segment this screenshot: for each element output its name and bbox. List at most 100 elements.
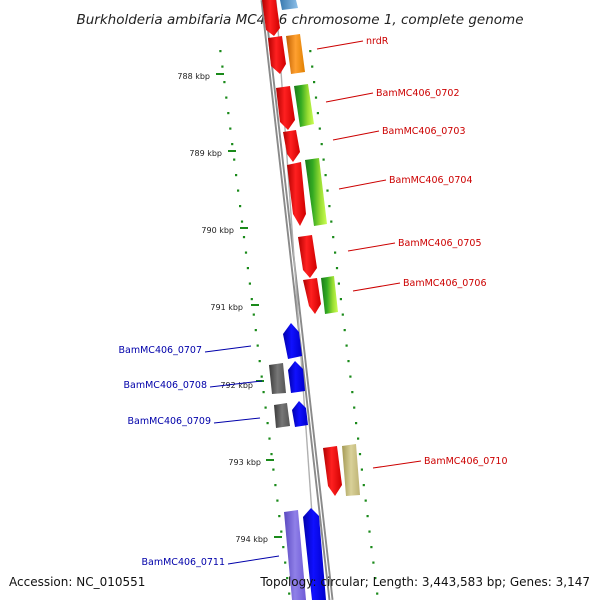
gene-0709-grey[interactable]: [274, 403, 290, 428]
gene-0706-red[interactable]: [303, 278, 321, 314]
ruler-dot: [341, 313, 344, 316]
ruler-dot: [324, 174, 327, 177]
ruler-label-794: 794 kbp: [235, 535, 268, 544]
label-0702[interactable]: BamMC406_0702: [376, 88, 459, 99]
ruler-dot: [244, 251, 248, 254]
ruler-dot: [339, 298, 342, 301]
label-0705[interactable]: BamMC406_0705: [398, 238, 481, 249]
label-0706[interactable]: BamMC406_0706: [403, 278, 486, 289]
ruler-dot: [374, 577, 377, 580]
ruler-dot: [235, 174, 238, 177]
ruler-dot: [335, 267, 339, 270]
gene-partial-top-red[interactable]: [262, 0, 280, 36]
ruler-dot: [370, 546, 373, 549]
ruler-dot: [229, 127, 232, 130]
ruler-label-790: 790 kbp: [201, 226, 234, 235]
ruler-dot: [364, 499, 367, 502]
ruler-dot: [237, 189, 240, 192]
ruler-dot: [353, 406, 356, 409]
label-0707[interactable]: BamMC406_0707: [119, 345, 202, 356]
gene-0711-purple[interactable]: [284, 510, 306, 600]
ruler-dot: [240, 220, 244, 223]
ruler-dot: [320, 143, 323, 146]
label-0709[interactable]: BamMC406_0709: [128, 416, 211, 427]
gene-0709[interactable]: [292, 401, 308, 427]
ruler-dot: [219, 50, 222, 53]
ruler-dot: [314, 96, 318, 99]
ruler-dot: [233, 158, 236, 161]
ruler-right-curve: [309, 50, 379, 595]
ruler-left-curve: [219, 50, 291, 595]
ruler-dot: [274, 484, 277, 487]
ruler-dot: [264, 406, 267, 409]
ruler-dot: [266, 422, 269, 425]
map-title: Burkholderia ambifaria MC40-6 chromosome…: [76, 12, 523, 28]
label-0704[interactable]: BamMC406_0704: [389, 175, 472, 186]
label-nrdR[interactable]: nrdR: [366, 36, 389, 47]
ruler-dot: [250, 298, 253, 301]
ruler-dot: [334, 251, 337, 254]
ruler-dot: [345, 344, 348, 347]
ruler-dot: [278, 515, 281, 518]
gene-0702-red[interactable]: [276, 86, 295, 130]
gene-0706[interactable]: [321, 276, 338, 314]
ruler-dot: [351, 391, 354, 394]
gene-partial-top-sky[interactable]: [280, 0, 298, 10]
ruler-dot: [280, 530, 283, 533]
gene-0710[interactable]: [342, 444, 360, 496]
ruler-dot: [357, 437, 360, 440]
ruler-dot: [326, 189, 329, 192]
gene-0708[interactable]: [288, 361, 305, 393]
ruler-dot: [276, 499, 279, 502]
gene-0708-grey[interactable]: [269, 363, 286, 394]
ruler-dot: [252, 313, 255, 316]
ruler-dot: [366, 515, 369, 518]
ruler-dot: [254, 329, 257, 332]
gene-0707[interactable]: [283, 323, 302, 359]
ruler-dot: [284, 561, 287, 564]
ruler-dot: [258, 360, 261, 363]
ruler-dot: [337, 282, 340, 285]
gene-0704-red[interactable]: [287, 162, 306, 226]
ruler-dot: [372, 561, 375, 564]
ruler-dot: [282, 546, 285, 549]
label-0710[interactable]: BamMC406_0710: [424, 456, 507, 467]
ruler-dot: [368, 530, 371, 533]
ruler-dot: [360, 468, 363, 471]
ruler-dot: [248, 282, 251, 285]
ruler-dot: [231, 143, 234, 146]
gene-nrdR-red[interactable]: [268, 36, 286, 74]
ruler-dot: [318, 127, 321, 130]
accession-text: Accession: NC_010551: [9, 575, 145, 589]
gene-0711[interactable]: [303, 508, 326, 600]
ruler-dot: [316, 112, 319, 115]
ruler-dot: [349, 375, 352, 378]
right-gene-labels: nrdR BamMC406_0702 BamMC406_0703 BamMC40…: [316, 36, 507, 469]
forward-genes: [262, 0, 360, 496]
ruler-dot: [268, 437, 271, 440]
ruler-dot: [221, 65, 224, 68]
gene-0702[interactable]: [294, 84, 314, 127]
ruler-dot: [328, 205, 331, 208]
ruler-dot: [362, 484, 365, 487]
ruler-dot: [239, 205, 242, 208]
gene-0710-red[interactable]: [323, 446, 342, 496]
label-0703[interactable]: BamMC406_0703: [382, 126, 465, 137]
ruler-dot: [311, 65, 314, 68]
ruler-dot: [313, 81, 316, 84]
label-0711[interactable]: BamMC406_0711: [142, 557, 225, 568]
left-gene-labels: BamMC406_0707 BamMC406_0708 BamMC406_070…: [119, 345, 280, 568]
ruler-dot: [272, 468, 275, 471]
label-0708[interactable]: BamMC406_0708: [124, 380, 207, 391]
gene-0704[interactable]: [305, 158, 327, 226]
gene-0705[interactable]: [298, 235, 317, 278]
ruler-dot: [376, 592, 379, 595]
ruler-label-792: 792 kbp: [220, 381, 253, 390]
gene-nrdR[interactable]: [286, 34, 305, 74]
ruler-dot: [256, 344, 259, 347]
gene-0703[interactable]: [283, 130, 300, 162]
ruler-dot: [309, 50, 312, 53]
ruler-dot: [322, 158, 325, 161]
ruler-dot: [227, 112, 230, 115]
